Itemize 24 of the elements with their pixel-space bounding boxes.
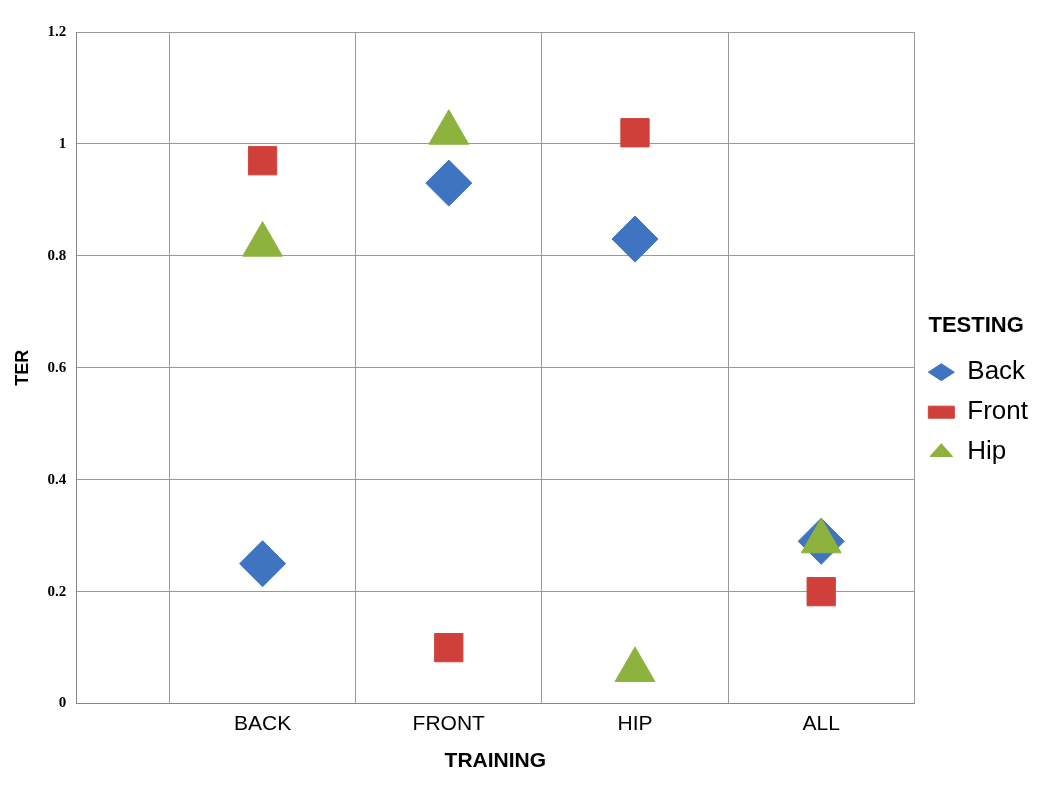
x-tick-label: BACK [233,711,292,734]
y-tick-label: 1 [58,134,67,151]
x-tick-label: HIP [617,711,653,734]
y-axis-title: TER [11,349,32,386]
y-tick-label: 0.8 [47,246,67,263]
legend-label: Front [967,395,1029,426]
point [239,540,287,588]
y-tick-label: 1.2 [47,22,67,39]
y-tick-label: 0 [58,694,67,711]
point [425,159,473,207]
y-tick-label: 0.2 [47,582,67,599]
legend-title: TESTING [928,311,1024,337]
point [611,215,659,263]
x-tick-label: FRONT [412,711,486,734]
y-tick-label: 0.6 [47,358,67,375]
x-axis-title: TRAINING [444,748,547,772]
point [620,118,650,148]
point [806,577,836,607]
x-tick-label: ALL [802,711,840,734]
legend-label: Back [967,355,1027,386]
legend-label: Hip [967,435,1007,466]
point [247,146,278,176]
point [434,632,464,663]
y-tick-label: 0.4 [47,470,67,487]
